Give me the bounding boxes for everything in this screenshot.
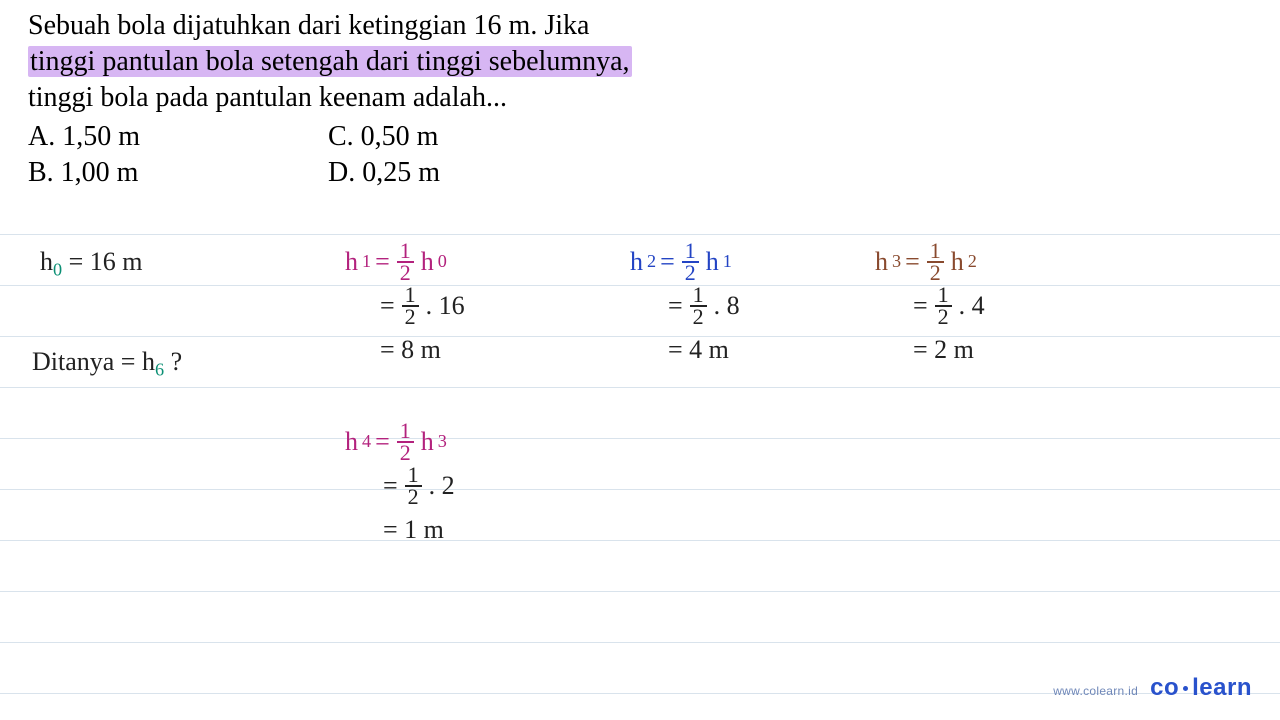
asked-var: h xyxy=(142,347,155,376)
notebook-line xyxy=(0,439,1280,490)
den: 2 xyxy=(397,443,414,463)
rhs-sub: 0 xyxy=(438,252,447,271)
rhs-sub: 1 xyxy=(723,252,732,271)
choices-col-1: A. 1,50 m B. 1,00 m xyxy=(28,119,328,191)
given-sub: 0 xyxy=(53,259,62,279)
brand-right: learn xyxy=(1192,674,1252,701)
rhs-var: h xyxy=(951,248,964,275)
eq: = xyxy=(913,292,928,319)
rhs-var: h xyxy=(421,248,434,275)
calc-h1-result: = 8 m xyxy=(345,328,441,372)
brand-left: co xyxy=(1150,674,1179,701)
choice-d: D. 0,25 m xyxy=(328,155,628,191)
brand-url: www.colearn.id xyxy=(1053,684,1138,698)
rest: . 4 xyxy=(959,292,985,319)
notebook-line xyxy=(0,541,1280,592)
lhs-sub: 2 xyxy=(647,252,656,271)
lhs-var: h xyxy=(630,248,643,275)
choices-col-2: C. 0,50 m D. 0,25 m xyxy=(328,119,628,191)
notebook-line xyxy=(0,388,1280,439)
notebook-line xyxy=(0,592,1280,643)
choice-c: C. 0,50 m xyxy=(328,119,628,155)
asked: Ditanya = h6 ? xyxy=(32,348,182,380)
rhs-sub: 3 xyxy=(438,432,447,451)
calc-h3-result: = 2 m xyxy=(875,328,974,372)
calc-h2: h2 = 12 h1 = 12 . 8 = 4 m xyxy=(630,240,740,372)
rest: . 2 xyxy=(429,472,455,499)
problem-highlight: tinggi pantulan bola setengah dari tingg… xyxy=(28,46,632,77)
problem-line-2: tinggi pantulan bola setengah dari tingg… xyxy=(28,44,668,80)
lhs-sub: 3 xyxy=(892,252,901,271)
rest: . 16 xyxy=(426,292,465,319)
den: 2 xyxy=(682,263,699,283)
calc-h4: h4 = 12 h3 = 12 . 2 = 1 m xyxy=(345,420,455,552)
calc-h2-header: h2 = 12 h1 xyxy=(630,240,732,284)
den: 2 xyxy=(402,307,419,327)
lhs-var: h xyxy=(345,428,358,455)
frac-half: 12 xyxy=(682,241,699,283)
calc-h3-step1: = 12 . 4 xyxy=(875,284,985,328)
choice-a: A. 1,50 m xyxy=(28,119,328,155)
notebook-line xyxy=(0,490,1280,541)
given-var: h xyxy=(40,247,53,276)
den: 2 xyxy=(927,263,944,283)
asked-qmark: ? xyxy=(164,347,182,376)
choice-b: B. 1,00 m xyxy=(28,155,328,191)
frac-half: 12 xyxy=(405,465,422,507)
lhs-sub: 4 xyxy=(362,432,371,451)
eq: = xyxy=(383,472,398,499)
asked-label: Ditanya = xyxy=(32,347,142,376)
eq: = xyxy=(668,292,683,319)
den: 2 xyxy=(690,307,707,327)
eq: = xyxy=(380,292,395,319)
rhs-var: h xyxy=(421,428,434,455)
den: 2 xyxy=(405,487,422,507)
calc-h3: h3 = 12 h2 = 12 . 4 = 2 m xyxy=(875,240,985,372)
rhs-var: h xyxy=(706,248,719,275)
calc-h1-step1: = 12 . 16 xyxy=(345,284,465,328)
eq: = xyxy=(375,248,390,275)
problem-text: Sebuah bola dijatuhkan dari ketinggian 1… xyxy=(28,8,668,191)
lhs-var: h xyxy=(875,248,888,275)
lhs-var: h xyxy=(345,248,358,275)
calc-h4-result: = 1 m xyxy=(345,508,444,552)
problem-line-3: tinggi bola pada pantulan keenam adalah.… xyxy=(28,80,668,116)
den: 2 xyxy=(397,263,414,283)
brand-name: colearn xyxy=(1150,674,1252,702)
den: 2 xyxy=(935,307,952,327)
frac-half: 12 xyxy=(402,285,419,327)
lhs-sub: 1 xyxy=(362,252,371,271)
eq: = xyxy=(660,248,675,275)
brand-logo: www.colearn.id colearn xyxy=(1053,674,1252,702)
frac-half: 12 xyxy=(935,285,952,327)
choices: A. 1,50 m B. 1,00 m C. 0,50 m D. 0,25 m xyxy=(28,119,668,191)
calc-h2-step1: = 12 . 8 xyxy=(630,284,740,328)
eq: = xyxy=(375,428,390,455)
rhs-sub: 2 xyxy=(968,252,977,271)
calc-h4-header: h4 = 12 h3 xyxy=(345,420,447,464)
given-rest: = 16 m xyxy=(62,247,142,276)
calc-h1: h1 = 12 h0 = 12 . 16 = 8 m xyxy=(345,240,465,372)
brand-dot-icon xyxy=(1183,686,1188,691)
calc-h1-header: h1 = 12 h0 xyxy=(345,240,447,284)
asked-sub: 6 xyxy=(155,359,164,379)
given-h0: h0 = 16 m xyxy=(40,248,142,280)
rest: . 8 xyxy=(714,292,740,319)
calc-h3-header: h3 = 12 h2 xyxy=(875,240,977,284)
eq: = xyxy=(905,248,920,275)
calc-h4-step1: = 12 . 2 xyxy=(345,464,455,508)
calc-h2-result: = 4 m xyxy=(630,328,729,372)
frac-half: 12 xyxy=(397,421,414,463)
frac-half: 12 xyxy=(690,285,707,327)
frac-half: 12 xyxy=(397,241,414,283)
problem-line-1: Sebuah bola dijatuhkan dari ketinggian 1… xyxy=(28,8,668,44)
frac-half: 12 xyxy=(927,241,944,283)
